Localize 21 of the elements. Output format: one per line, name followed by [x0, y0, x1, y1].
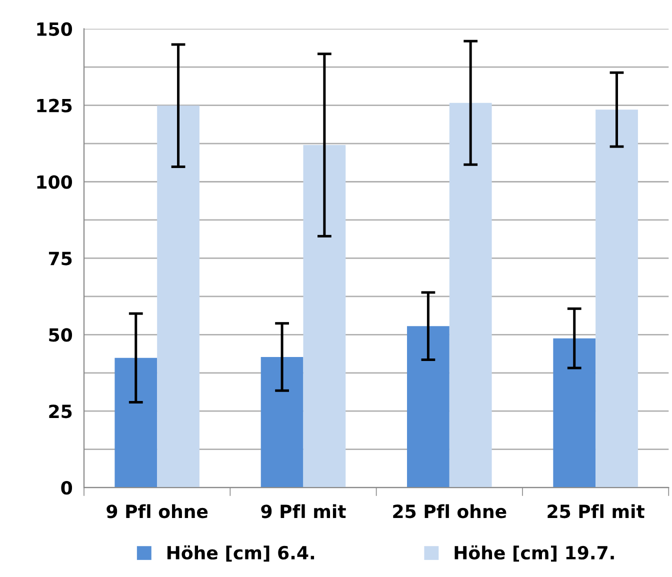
- bar: [553, 338, 596, 488]
- bar: [449, 102, 492, 488]
- x-tick-label: 25 Pfl mit: [548, 504, 644, 518]
- x-tick-label: 9 Pfl mit: [261, 504, 346, 518]
- bar: [596, 110, 638, 488]
- y-tick-label: 150: [37, 22, 72, 36]
- bar: [260, 356, 304, 488]
- bar: [114, 358, 158, 488]
- legend-label: Höhe [cm] 19.7.: [454, 545, 614, 562]
- bar: [303, 145, 346, 488]
- x-tick-label: 25 Pfl ohne: [393, 504, 506, 518]
- x-tick-label: 9 Pfl ohne: [106, 504, 208, 518]
- y-tick-label: 125: [37, 98, 72, 112]
- y-tick-label: 25: [49, 404, 72, 418]
- bar: [157, 106, 200, 488]
- bar: [407, 326, 450, 488]
- y-tick-label: 75: [48, 252, 72, 266]
- y-tick-label: 0: [61, 481, 72, 495]
- y-tick-label: 50: [49, 328, 72, 342]
- y-tick-label: 100: [37, 175, 72, 189]
- legend-label: Höhe [cm] 6.4.: [167, 545, 314, 562]
